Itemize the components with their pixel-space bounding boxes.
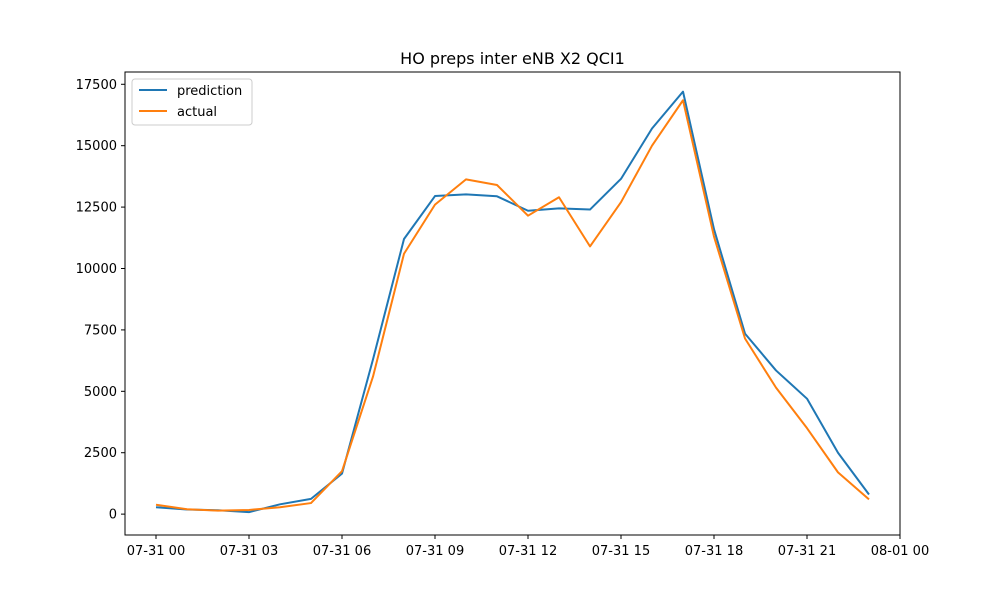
legend-label-prediction: prediction [177, 84, 242, 99]
y-tick-label: 0 [109, 508, 117, 523]
x-tick-label: 07-31 00 [127, 544, 185, 559]
x-tick-label: 07-31 12 [499, 544, 557, 559]
x-tick-label: 07-31 21 [778, 544, 836, 559]
x-tick-label: 07-31 06 [313, 544, 371, 559]
series-line-actual [155, 99, 870, 512]
legend: prediction actual [131, 78, 253, 126]
x-tick-label: 07-31 15 [592, 544, 650, 559]
legend-label-actual: actual [177, 105, 217, 120]
y-tick-label: 2500 [84, 446, 117, 461]
y-tick-label: 7500 [84, 323, 117, 338]
y-tick-label: 12500 [76, 201, 117, 216]
y-tick-label: 15000 [76, 139, 117, 154]
x-tick-label: 08-01 00 [871, 544, 929, 559]
x-tick-label: 07-31 09 [406, 544, 464, 559]
series-line-prediction [155, 90, 870, 514]
plot-area-frame [124, 71, 901, 536]
y-tick-label: 17500 [76, 78, 117, 93]
y-axis: 0 2500 5000 7500 10000 12500 15000 17500 [76, 78, 125, 523]
y-tick-label: 10000 [76, 262, 117, 277]
x-axis: 07-31 00 07-31 03 07-31 06 07-31 09 07-31 12… [127, 535, 929, 559]
plot-lines [155, 90, 870, 514]
x-tick-label: 07-31 18 [685, 544, 743, 559]
x-tick-label: 07-31 03 [220, 544, 278, 559]
chart-title: HO preps inter eNB X2 QCI1 [400, 49, 625, 68]
y-tick-label: 5000 [84, 385, 117, 400]
